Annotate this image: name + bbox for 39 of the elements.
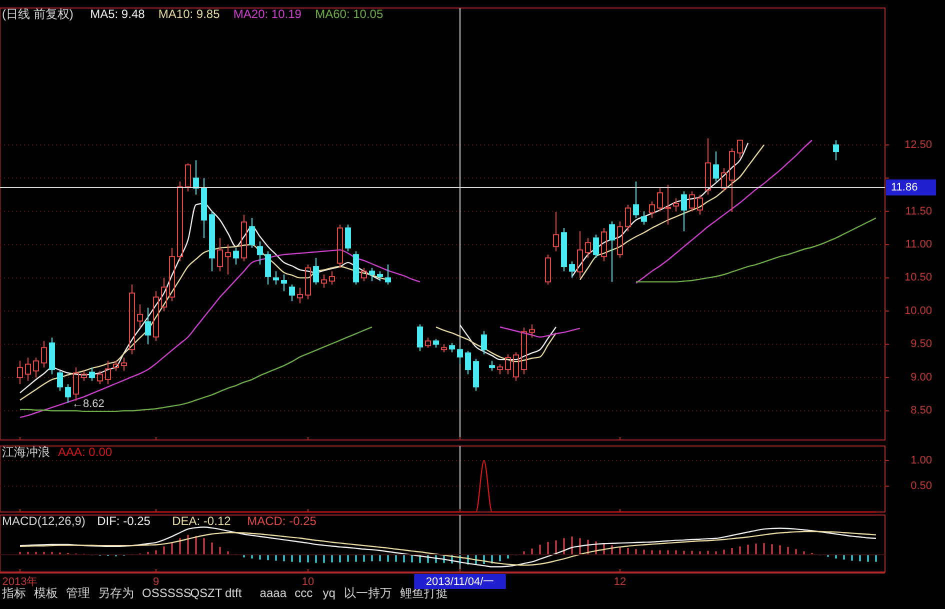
x-tick-label: 12: [614, 576, 626, 588]
text: MA60: 10.05: [315, 7, 384, 21]
y-tick-label: 9.00: [910, 371, 932, 384]
y-tick-label: 12.50: [904, 138, 932, 151]
y-tick-label: 11.50: [905, 205, 932, 218]
chart-title: (日线 前复权): [2, 7, 74, 21]
x-tick-label: 9: [152, 576, 160, 588]
x-tick-label: 10: [302, 576, 314, 588]
text: MA20: 10.19: [233, 7, 302, 21]
y-tick-label: 11.00: [905, 238, 932, 251]
text: MACD: -0.25: [247, 514, 317, 528]
series-label: DEA: -0.12: [172, 514, 232, 528]
y-tick-label: 10.00: [904, 304, 932, 317]
text: 模板: [34, 586, 58, 600]
chart-title: 江海冲浪: [2, 445, 50, 459]
text: 另存为: [98, 586, 134, 600]
text: yq: [322, 586, 336, 600]
text: 以一持万: [344, 586, 392, 600]
text: 管理: [66, 586, 90, 600]
text: MA5: 9.48: [90, 7, 146, 21]
y-tick-label: 8.50: [910, 404, 932, 417]
text: AAA: 0.00: [58, 445, 112, 459]
y-tick-label: 0.50: [910, 480, 932, 492]
text: 指标: [1, 586, 26, 600]
text: aaaa: [260, 586, 287, 600]
text: dtft: [225, 586, 242, 600]
annotation: ←8.62: [72, 398, 104, 410]
text: ccc: [294, 586, 313, 600]
x-tick-label: 2013/11/04/一: [426, 576, 494, 588]
y-tick-label: 10.50: [904, 272, 932, 284]
ref-line-label: 11.86: [891, 181, 918, 194]
text: OSSSSS: [142, 586, 192, 600]
series-label: DIF: -0.25: [97, 514, 151, 528]
y-tick-label: 9.50: [910, 338, 932, 350]
text: MA10: 9.85: [158, 7, 220, 21]
text: QSZT: [190, 586, 223, 600]
x-tick-label: 2013年: [2, 576, 38, 588]
chart-title: MACD(12,26,9): [2, 514, 86, 528]
y-tick-label: 1.00: [910, 454, 932, 466]
